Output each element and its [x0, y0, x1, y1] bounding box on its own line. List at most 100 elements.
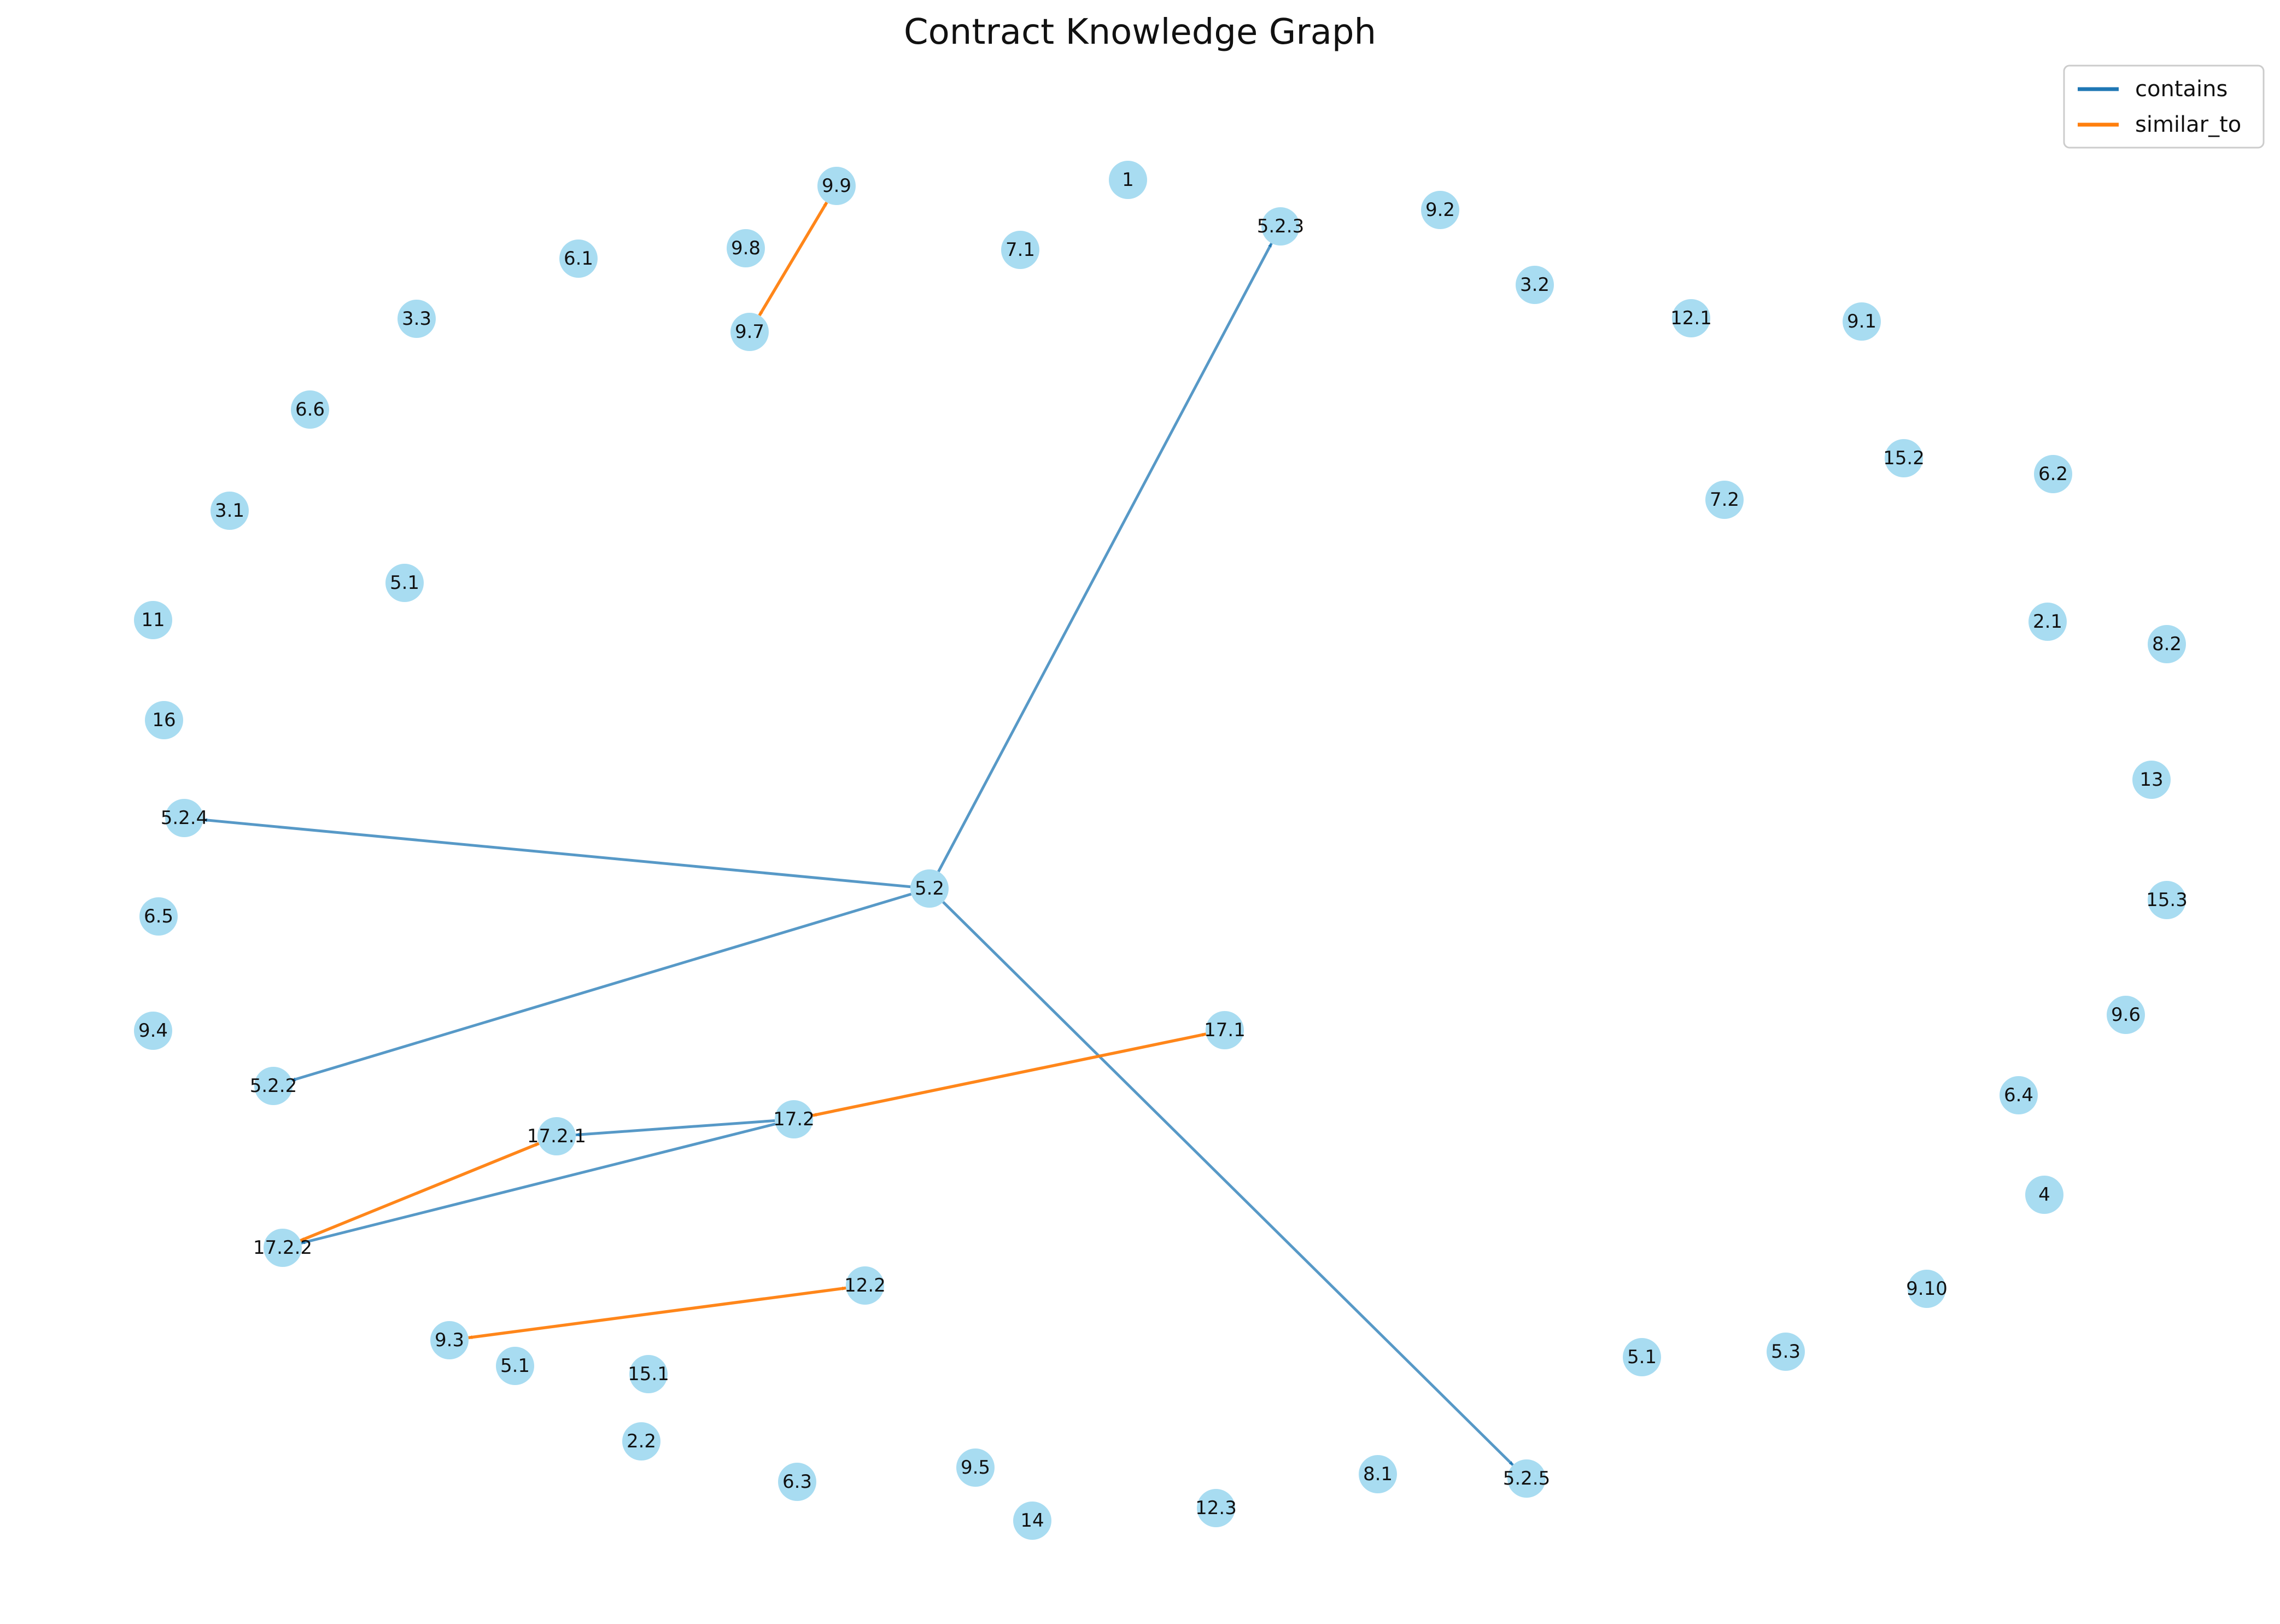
node-label: 16 [152, 709, 176, 731]
node-label: 8.2 [2152, 633, 2182, 655]
node-label: 17.2.2 [253, 1237, 312, 1259]
graph-node-9-8[interactable]: 9.8 [727, 229, 765, 267]
graph-node-12-1[interactable]: 12.1 [1670, 299, 1712, 337]
node-label: 5.2.4 [161, 807, 208, 829]
graph-node-3-1[interactable]: 3.1 [211, 492, 249, 530]
graph-node-2-2[interactable]: 2.2 [622, 1422, 660, 1461]
graph-node-6-5[interactable]: 6.5 [139, 897, 178, 936]
node-circle [1001, 231, 1039, 269]
node-circle [385, 564, 424, 602]
node-label: 5.1 [500, 1355, 530, 1377]
graph-node-4[interactable]: 4 [2025, 1176, 2063, 1214]
graph-node-15-1[interactable]: 15.1 [628, 1355, 669, 1393]
graph-node-5-2[interactable]: 5.2 [910, 869, 949, 908]
node-circle [1109, 161, 1147, 199]
node-label: 8.1 [1363, 1463, 1393, 1485]
graph-node-7-2[interactable]: 7.2 [1705, 481, 1744, 519]
graph-node-2-1[interactable]: 2.1 [2028, 603, 2067, 641]
node-circle [496, 1347, 534, 1385]
graph-node-9-4[interactable]: 9.4 [134, 1012, 172, 1050]
graph-node-17-2[interactable]: 17.2 [773, 1100, 815, 1138]
edge-similar-to-n17-2-n17-1 [812, 1032, 1207, 1117]
node-circle [1261, 207, 1300, 246]
graph-node-11[interactable]: 11 [134, 601, 172, 639]
graph-node-7-1[interactable]: 7.1 [1001, 231, 1039, 269]
node-label: 5.2.2 [250, 1075, 297, 1097]
graph-node-6-1[interactable]: 6.1 [559, 239, 598, 278]
node-label: 9.2 [1425, 199, 1455, 221]
edge-similar-to-n17-2-2-n17-2-1 [300, 1142, 540, 1242]
node-circle [622, 1422, 660, 1461]
node-circle [397, 300, 436, 338]
graph-node-9-3[interactable]: 9.3 [430, 1321, 469, 1359]
node-label: 5.3 [1771, 1341, 1800, 1363]
node-label: 17.2 [773, 1108, 815, 1130]
node-label: 6.3 [782, 1471, 812, 1493]
graph-node-9-10[interactable]: 9.10 [1906, 1270, 1948, 1308]
node-circle [2025, 1176, 2063, 1214]
graph-node-9-1[interactable]: 9.1 [1843, 302, 1881, 341]
node-circle [727, 229, 765, 267]
graph-node-5-2-5[interactable]: 5.2.5 [1503, 1459, 1551, 1498]
node-label: 5.2.3 [1257, 215, 1305, 237]
node-label: 15.2 [1883, 447, 1925, 469]
graph-node-1[interactable]: 1 [1109, 161, 1147, 199]
graph-node-5-1-a[interactable]: 5.1 [385, 564, 424, 602]
graph-node-6-6[interactable]: 6.6 [291, 390, 329, 429]
graph-node-6-2[interactable]: 6.2 [2034, 455, 2072, 493]
graph-node-5-1-c[interactable]: 5.1 [1623, 1338, 1661, 1376]
node-circle [559, 239, 598, 278]
node-circle [145, 701, 183, 739]
graph-node-15-2[interactable]: 15.2 [1883, 439, 1925, 477]
node-circle [139, 897, 178, 936]
graph-node-9-6[interactable]: 9.6 [2107, 996, 2145, 1034]
graph-node-12-2[interactable]: 12.2 [844, 1266, 886, 1305]
graph-node-9-2[interactable]: 9.2 [1421, 191, 1459, 229]
graph-node-16[interactable]: 16 [145, 701, 183, 739]
node-circle [1516, 266, 1554, 304]
graph-node-17-2-2[interactable]: 17.2.2 [253, 1229, 312, 1267]
graph-node-5-2-4[interactable]: 5.2.4 [161, 799, 208, 837]
node-label: 9.7 [735, 321, 764, 343]
node-label: 12.1 [1670, 307, 1712, 329]
node-circle [291, 390, 329, 429]
node-label: 3.1 [215, 500, 244, 522]
graph-node-17-2-1[interactable]: 17.2.1 [527, 1117, 586, 1155]
node-circle [1013, 1502, 1051, 1540]
node-label: 4 [2038, 1184, 2050, 1206]
graph-node-6-3[interactable]: 6.3 [778, 1463, 816, 1501]
graph-node-9-7[interactable]: 9.7 [730, 313, 769, 351]
node-circle [1197, 1489, 1235, 1527]
graph-node-17-1[interactable]: 17.1 [1204, 1011, 1246, 1049]
graph-node-5-2-3[interactable]: 5.2.3 [1257, 207, 1305, 246]
node-circle [1623, 1338, 1661, 1376]
edge-contains-n17-2-n17-2-1 [575, 1119, 775, 1137]
node-circle [1705, 481, 1744, 519]
node-circle [775, 1100, 813, 1138]
node-circle [165, 799, 203, 837]
node-circle [2000, 1076, 2038, 1114]
legend: contains similar_to [2063, 65, 2265, 149]
graph-node-9-5[interactable]: 9.5 [956, 1448, 995, 1487]
legend-frame [2063, 65, 2265, 149]
node-label: 9.3 [435, 1329, 464, 1351]
edge-similar-to-n9-7-n9-9 [758, 201, 828, 317]
edges-layer [203, 201, 1514, 1467]
graph-node-12-3[interactable]: 12.3 [1195, 1489, 1237, 1527]
node-circle [537, 1117, 576, 1155]
graph-node-9-9[interactable]: 9.9 [817, 167, 856, 205]
graph-node-5-1-b[interactable]: 5.1 [496, 1347, 534, 1385]
graph-node-5-3[interactable]: 5.3 [1767, 1333, 1805, 1371]
graph-node-8-2[interactable]: 8.2 [2148, 625, 2186, 663]
graph-node-8-1[interactable]: 8.1 [1359, 1455, 1397, 1493]
graph-node-6-4[interactable]: 6.4 [2000, 1076, 2038, 1114]
graph-node-5-2-2[interactable]: 5.2.2 [250, 1067, 297, 1105]
legend-label-similar-to: similar_to [2135, 112, 2241, 137]
graph-node-14[interactable]: 14 [1013, 1502, 1051, 1540]
graph-node-3-3[interactable]: 3.3 [397, 300, 436, 338]
node-circle [1672, 299, 1710, 337]
node-label: 1 [1122, 169, 1134, 191]
graph-node-3-2[interactable]: 3.2 [1516, 266, 1554, 304]
graph-node-13[interactable]: 13 [2132, 761, 2171, 799]
graph-node-15-3[interactable]: 15.3 [2146, 881, 2188, 919]
